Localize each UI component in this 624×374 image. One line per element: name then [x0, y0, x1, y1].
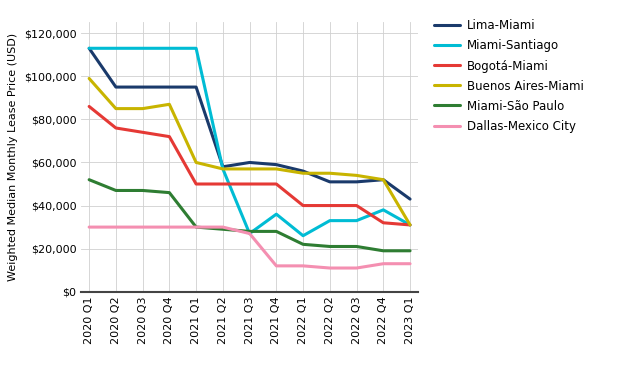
- Dallas-Mexico City: [192, 225, 200, 229]
- Buenos Aires-Miami: [246, 167, 253, 171]
- Miami-São Paulo: [139, 188, 147, 193]
- Dallas-Mexico City: [165, 225, 173, 229]
- Miami-Santiago: [326, 218, 334, 223]
- Miami-São Paulo: [192, 225, 200, 229]
- Line: Miami-São Paulo: Miami-São Paulo: [89, 180, 410, 251]
- Miami-São Paulo: [273, 229, 280, 234]
- Miami-São Paulo: [165, 190, 173, 195]
- Miami-Santiago: [165, 46, 173, 50]
- Bogotá-Miami: [326, 203, 334, 208]
- Bogotá-Miami: [85, 104, 93, 109]
- Buenos Aires-Miami: [165, 102, 173, 107]
- Lima-Miami: [273, 162, 280, 167]
- Buenos Aires-Miami: [300, 171, 307, 175]
- Miami-São Paulo: [112, 188, 120, 193]
- Miami-São Paulo: [246, 229, 253, 234]
- Miami-Santiago: [406, 223, 414, 227]
- Buenos Aires-Miami: [112, 106, 120, 111]
- Lima-Miami: [326, 180, 334, 184]
- Buenos Aires-Miami: [273, 167, 280, 171]
- Miami-Santiago: [300, 233, 307, 238]
- Dallas-Mexico City: [406, 261, 414, 266]
- Buenos Aires-Miami: [406, 223, 414, 227]
- Miami-São Paulo: [353, 244, 360, 249]
- Dallas-Mexico City: [219, 225, 227, 229]
- Miami-São Paulo: [406, 249, 414, 253]
- Miami-São Paulo: [379, 249, 387, 253]
- Miami-São Paulo: [219, 227, 227, 232]
- Legend: Lima-Miami, Miami-Santiago, Bogotá-Miami, Buenos Aires-Miami, Miami-São Paulo, D: Lima-Miami, Miami-Santiago, Bogotá-Miami…: [432, 17, 586, 135]
- Miami-São Paulo: [85, 177, 93, 182]
- Miami-São Paulo: [326, 244, 334, 249]
- Dallas-Mexico City: [85, 225, 93, 229]
- Miami-Santiago: [139, 46, 147, 50]
- Dallas-Mexico City: [300, 264, 307, 268]
- Buenos Aires-Miami: [192, 160, 200, 165]
- Bogotá-Miami: [246, 182, 253, 186]
- Miami-Santiago: [273, 212, 280, 217]
- Line: Bogotá-Miami: Bogotá-Miami: [89, 107, 410, 225]
- Y-axis label: Weighted Median Monthly Lease Price (USD): Weighted Median Monthly Lease Price (USD…: [8, 33, 18, 281]
- Bogotá-Miami: [165, 134, 173, 139]
- Miami-Santiago: [353, 218, 360, 223]
- Bogotá-Miami: [353, 203, 360, 208]
- Buenos Aires-Miami: [379, 177, 387, 182]
- Line: Buenos Aires-Miami: Buenos Aires-Miami: [89, 79, 410, 225]
- Dallas-Mexico City: [353, 266, 360, 270]
- Miami-Santiago: [85, 46, 93, 50]
- Bogotá-Miami: [406, 223, 414, 227]
- Lima-Miami: [300, 169, 307, 173]
- Dallas-Mexico City: [112, 225, 120, 229]
- Bogotá-Miami: [192, 182, 200, 186]
- Bogotá-Miami: [379, 221, 387, 225]
- Dallas-Mexico City: [379, 261, 387, 266]
- Dallas-Mexico City: [246, 231, 253, 236]
- Dallas-Mexico City: [273, 264, 280, 268]
- Lima-Miami: [85, 46, 93, 50]
- Lima-Miami: [406, 197, 414, 201]
- Miami-Santiago: [192, 46, 200, 50]
- Lima-Miami: [165, 85, 173, 89]
- Bogotá-Miami: [112, 126, 120, 130]
- Lima-Miami: [353, 180, 360, 184]
- Miami-Santiago: [379, 208, 387, 212]
- Lima-Miami: [112, 85, 120, 89]
- Dallas-Mexico City: [326, 266, 334, 270]
- Bogotá-Miami: [300, 203, 307, 208]
- Bogotá-Miami: [139, 130, 147, 135]
- Buenos Aires-Miami: [353, 173, 360, 178]
- Lima-Miami: [192, 85, 200, 89]
- Line: Dallas-Mexico City: Dallas-Mexico City: [89, 227, 410, 268]
- Lima-Miami: [379, 177, 387, 182]
- Buenos Aires-Miami: [85, 76, 93, 81]
- Lima-Miami: [246, 160, 253, 165]
- Buenos Aires-Miami: [219, 167, 227, 171]
- Lima-Miami: [219, 165, 227, 169]
- Miami-Santiago: [246, 231, 253, 236]
- Buenos Aires-Miami: [326, 171, 334, 175]
- Bogotá-Miami: [273, 182, 280, 186]
- Miami-Santiago: [219, 167, 227, 171]
- Line: Lima-Miami: Lima-Miami: [89, 48, 410, 199]
- Miami-São Paulo: [300, 242, 307, 246]
- Lima-Miami: [139, 85, 147, 89]
- Miami-Santiago: [112, 46, 120, 50]
- Buenos Aires-Miami: [139, 106, 147, 111]
- Bogotá-Miami: [219, 182, 227, 186]
- Dallas-Mexico City: [139, 225, 147, 229]
- Line: Miami-Santiago: Miami-Santiago: [89, 48, 410, 236]
